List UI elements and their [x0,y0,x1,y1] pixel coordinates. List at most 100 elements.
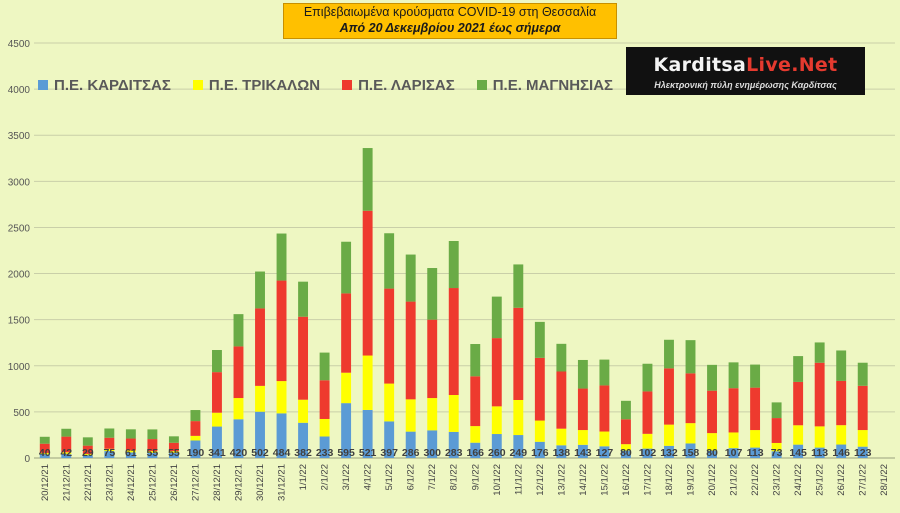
bar-trikala-5 [147,451,158,453]
data-label-karditsa: 80 [620,447,632,459]
x-tick-label: 18/1/22 [664,464,675,496]
data-label-karditsa: 341 [208,447,226,459]
bar-magnisia-30 [685,340,696,374]
data-label-karditsa: 283 [445,447,463,459]
data-label-karditsa: 484 [273,447,291,459]
bar-larisa-18 [427,319,438,399]
data-label-karditsa: 502 [251,447,269,459]
x-tick-label: 9/1/22 [470,464,481,490]
bar-magnisia-11 [276,233,287,281]
data-label-karditsa: 80 [706,447,718,459]
y-tick-label: 2000 [8,270,31,281]
x-tick-label: 23/12/21 [104,464,115,501]
bar-karditsa-6 [168,452,179,458]
y-tick-label: 3000 [8,177,31,188]
bar-trikala-20 [470,426,481,443]
data-label-karditsa: 127 [596,447,614,459]
data-label-karditsa: 55 [168,447,180,459]
bar-larisa-3 [104,437,115,449]
bar-magnisia-29 [664,339,674,369]
x-tick-label: 4/1/22 [363,464,374,490]
bar-larisa-33 [750,387,761,431]
bar-karditsa-3 [104,451,115,458]
bar-trikala-15 [362,355,373,410]
bar-karditsa-10 [255,411,265,458]
bar-karditsa-24 [556,445,567,458]
x-tick-label: 21/12/21 [61,464,72,501]
bar-magnisia-9 [233,314,244,347]
data-label-karditsa: 113 [811,447,828,459]
y-tick-label: 1500 [8,316,31,327]
bar-magnisia-16 [384,233,395,289]
bar-magnisia-20 [470,344,481,377]
gridlines [34,42,895,459]
bar-magnisia-3 [104,428,115,438]
data-label-karditsa: 102 [639,447,657,459]
bar-larisa-26 [599,385,610,432]
legend: Π.Ε. ΚΑΡΔΙΤΣΑΣ Π.Ε. ΤΡΙΚΑΛΩΝ Π.Ε. ΛΑΡΙΣΑΣ Π… [38,74,635,96]
logo-brand: KarditsaLive.Net [626,51,865,79]
data-label-karditsa: 176 [531,447,549,459]
bar-larisa-9 [233,346,244,399]
bar-larisa-13 [319,380,330,419]
bar-karditsa-19 [448,431,459,458]
x-tick-label: 2/1/22 [320,464,331,490]
x-tick-label: 24/1/22 [793,464,804,496]
bar-trikala-6 [168,451,179,453]
bar-karditsa-2 [82,455,93,458]
x-tick-label: 21/1/22 [729,464,740,496]
bar-magnisia-25 [577,359,588,389]
bar-karditsa-20 [470,442,481,458]
logo-tagline: Ηλεκτρονική πύλη ενημέρωσης Καρδίτσας [654,80,837,90]
y-tick-label: 0 [24,454,30,465]
y-tick-label: 4500 [8,39,31,50]
x-tick-label: 13/1/22 [556,464,567,496]
bar-karditsa-0 [39,454,50,458]
bar-magnisia-17 [405,254,416,302]
bar-trikala-32 [728,432,739,449]
data-label-karditsa: 190 [187,447,205,459]
data-label-karditsa: 143 [574,447,592,459]
bar-trikala-30 [685,423,696,444]
bar-larisa-17 [405,301,416,400]
bar-karditsa-15 [362,409,373,458]
bar-trikala-26 [599,431,610,447]
bar-karditsa-9 [233,419,244,458]
bar-karditsa-22 [513,435,524,458]
bar-magnisia-22 [513,264,524,308]
bar-trikala-16 [384,383,395,422]
bar-magnisia-7 [190,410,201,422]
x-tick-label: 11/1/22 [513,464,524,495]
bar-trikala-3 [104,448,115,452]
x-tick-label: 22/12/21 [83,464,94,501]
x-tick-label: 20/1/22 [707,464,718,496]
bar-karditsa-12 [298,422,309,458]
data-label-karditsa: 132 [660,447,678,459]
x-tick-label: 27/12/21 [190,464,201,501]
chart-title: Επιβεβαιωμένα κρούσματα COVID-19 στη Θεσ… [303,5,597,19]
bar-magnisia-38 [857,362,868,386]
legend-item-karditsa: Π.Ε. ΚΑΡΔΙΤΣΑΣ [38,77,171,94]
bar-trikala-9 [233,398,244,420]
data-label-karditsa: 61 [125,447,137,459]
bar-larisa-24 [556,371,567,429]
data-label-karditsa: 397 [380,447,398,459]
bar-trikala-23 [534,420,545,442]
bar-larisa-36 [814,362,825,427]
data-label-karditsa: 146 [832,447,850,459]
bar-magnisia-28 [642,363,653,392]
bar-trikala-1 [61,452,72,455]
bar-larisa-5 [147,439,158,452]
x-tick-label: 7/1/22 [427,464,438,490]
bar-karditsa-1 [61,454,72,458]
x-tick-label: 30/12/21 [255,464,266,501]
data-label-karditsa: 420 [230,447,248,459]
bar-trikala-14 [341,372,352,404]
bar-magnisia-10 [255,271,265,309]
bar-magnisia-19 [448,241,459,289]
x-tick-label: 26/12/21 [169,464,180,501]
legend-item-larisa: Π.Ε. ΛΑΡΙΣΑΣ [342,77,455,94]
logo-brand-part2: Live.Net [746,54,838,76]
x-tick-label: 3/1/22 [341,464,352,490]
bar-karditsa-29 [664,445,674,458]
